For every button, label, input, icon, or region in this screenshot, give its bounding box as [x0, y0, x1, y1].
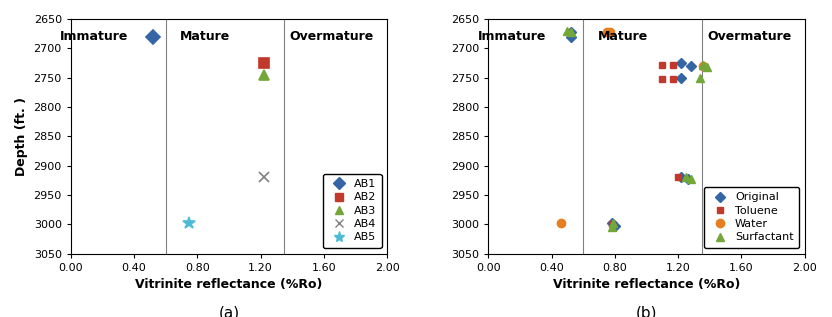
Y-axis label: Depth (ft. ): Depth (ft. )	[15, 97, 28, 176]
Text: Mature: Mature	[181, 30, 230, 43]
Text: (a): (a)	[219, 305, 240, 317]
Text: (b): (b)	[636, 305, 657, 317]
Text: Immature: Immature	[61, 30, 129, 43]
X-axis label: Vitrinite reflectance (%Ro): Vitrinite reflectance (%Ro)	[136, 278, 323, 291]
Text: Mature: Mature	[597, 30, 648, 43]
Legend: Original, Toluene, Water, Surfactant: Original, Toluene, Water, Surfactant	[704, 187, 799, 248]
Text: Overmature: Overmature	[707, 30, 791, 43]
Text: Immature: Immature	[478, 30, 547, 43]
Legend: AB1, AB2, AB3, AB4, AB5: AB1, AB2, AB3, AB4, AB5	[323, 174, 382, 248]
Text: Overmature: Overmature	[290, 30, 374, 43]
X-axis label: Vitrinite reflectance (%Ro): Vitrinite reflectance (%Ro)	[552, 278, 740, 291]
